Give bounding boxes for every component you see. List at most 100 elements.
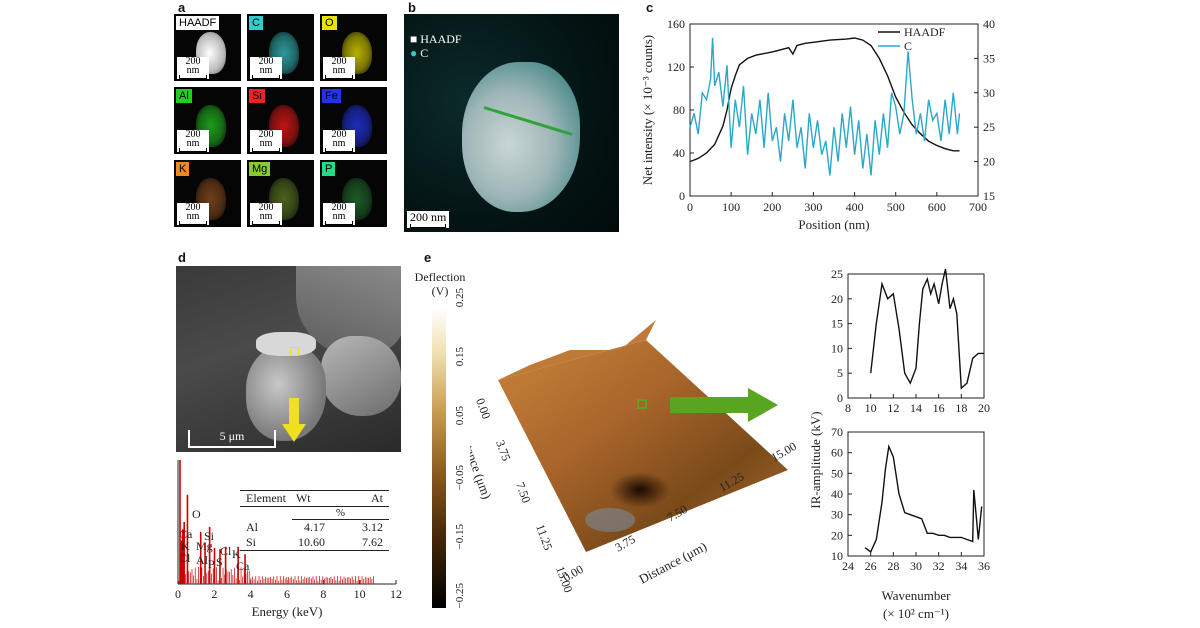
x-tick-label: 200 bbox=[763, 200, 781, 214]
panel-label-b: b bbox=[408, 0, 416, 15]
x-tick-label: 28 bbox=[887, 559, 899, 573]
element-map-scale-bar: 200 nm bbox=[323, 203, 355, 225]
x-tick-label: 0 bbox=[175, 587, 181, 601]
element-map-label: K bbox=[176, 162, 190, 176]
y-tick-label: 50 bbox=[831, 466, 843, 480]
grain-right bbox=[321, 336, 401, 416]
x-tick-label: 400 bbox=[846, 200, 864, 214]
y-tick-label: 70 bbox=[831, 425, 843, 439]
overlay-legend: ■ HAADF ● C bbox=[410, 32, 462, 60]
x-tick-label: 36 bbox=[978, 559, 990, 573]
scale-unit: nm bbox=[332, 211, 346, 222]
analysis-spot-marker bbox=[290, 347, 299, 356]
afm-shade bbox=[585, 508, 635, 532]
x-tick-label: 700 bbox=[969, 200, 987, 214]
y-right-tick-label: 25 bbox=[983, 120, 995, 134]
legend-carbon: C bbox=[420, 46, 429, 60]
x-tick-label: 20 bbox=[978, 401, 990, 415]
scale-unit: nm bbox=[332, 138, 346, 149]
y-tick-label: 30 bbox=[831, 508, 843, 522]
afm-bottom-tick: 15.00 bbox=[769, 439, 799, 465]
x-tick-label: 6 bbox=[284, 587, 290, 601]
element-map-o: O 200 nm bbox=[320, 14, 387, 81]
peak-label: O bbox=[192, 507, 201, 521]
colorbar-tick-label: 0.15 bbox=[454, 347, 466, 367]
colorbar-title: Deflection (V) bbox=[410, 270, 470, 298]
x-axis-label: Energy (keV) bbox=[252, 604, 323, 619]
afm-ir-spot-marker bbox=[637, 399, 647, 409]
table-header-at: At bbox=[370, 491, 383, 505]
y-tick-label: 5 bbox=[837, 366, 843, 380]
x-tick-label: 16 bbox=[933, 401, 945, 415]
table-row-si-at: 7.62 bbox=[361, 535, 383, 549]
y-tick-label: 60 bbox=[831, 446, 843, 460]
ir-spectrum-line bbox=[864, 443, 983, 553]
haadf-carbon-overlay-image: ■ HAADF ● C 200 nm bbox=[404, 14, 619, 232]
element-map-scale-bar: 200 nm bbox=[323, 130, 355, 152]
colorbar-tick-label: −0.15 bbox=[454, 524, 466, 550]
plot-frame bbox=[689, 23, 979, 197]
element-map-scale-bar: 200 nm bbox=[177, 57, 209, 79]
colorbar-tick-label: 0.05 bbox=[454, 406, 466, 426]
y-left-tick-label: 120 bbox=[667, 60, 685, 74]
x-tick-label: 30 bbox=[910, 559, 922, 573]
afm-ridge bbox=[498, 320, 656, 380]
y-tick-label: 40 bbox=[831, 487, 843, 501]
afm-bottom-axis-label: Distance (μm) bbox=[636, 538, 709, 586]
x-tick-label: 0 bbox=[687, 200, 693, 214]
sem-image: 5 μm bbox=[176, 266, 401, 452]
peak-label: K bbox=[181, 539, 190, 553]
y-tick-label: 20 bbox=[831, 528, 843, 542]
scale-unit: nm bbox=[332, 65, 346, 76]
table-row-al-at: 3.12 bbox=[361, 520, 383, 534]
y-tick-label: 25 bbox=[831, 267, 843, 281]
plot-frame bbox=[847, 431, 985, 557]
scale-unit: nm bbox=[259, 65, 273, 76]
element-map-c: C 200 nm bbox=[247, 14, 314, 81]
table-row-si-wt: 10.60 bbox=[297, 535, 325, 549]
ir-x-axis-label: Wavenumber bbox=[882, 588, 952, 603]
element-map-label: Mg bbox=[249, 162, 271, 176]
element-map-label: Fe bbox=[322, 89, 341, 103]
table-row-al-wt: 4.17 bbox=[303, 520, 325, 534]
ir-spectra-chart: 8 10 12 14 16 18 20 0 5 10 15 20 25 24 26 28 30 32 34 36 10 2… bbox=[808, 267, 990, 621]
element-map-haadf: HAADF 200 nm bbox=[174, 14, 241, 81]
afm-left-tick: 3.75 bbox=[493, 438, 513, 463]
scale-unit: nm bbox=[259, 211, 273, 222]
y-tick-label: 10 bbox=[831, 549, 843, 563]
scale-unit: nm bbox=[186, 65, 200, 76]
plot-frame bbox=[847, 273, 985, 399]
y-left-tick-label: 40 bbox=[673, 146, 685, 160]
y-right-tick-label: 30 bbox=[983, 86, 995, 100]
scale-value: 200 bbox=[258, 56, 274, 67]
element-map-label: P bbox=[322, 162, 336, 176]
scale-value: 200 bbox=[185, 56, 201, 67]
x-tick-label: 300 bbox=[804, 200, 822, 214]
x-tick-label: 100 bbox=[722, 200, 740, 214]
scale-bar-b-label: 200 nm bbox=[410, 210, 447, 224]
y-tick-label: 20 bbox=[831, 292, 843, 306]
x-tick-label: 8 bbox=[845, 401, 851, 415]
colorbar-title-text: Deflection bbox=[414, 270, 466, 284]
afm-left-tick: 7.50 bbox=[513, 480, 533, 505]
scale-value: 200 bbox=[185, 129, 201, 140]
ir-x-axis-unit: (× 10² cm⁻¹) bbox=[883, 606, 949, 621]
x-tick-label: 26 bbox=[865, 559, 877, 573]
x-tick-label: 32 bbox=[933, 559, 945, 573]
element-map-mg: Mg 200 nm bbox=[247, 160, 314, 227]
scale-value: 200 bbox=[258, 129, 274, 140]
legend-entry: C bbox=[904, 39, 912, 53]
x-tick-label: 12 bbox=[887, 401, 899, 415]
element-map-scale-bar: 200 nm bbox=[177, 203, 209, 225]
element-map-label: HAADF bbox=[176, 16, 220, 30]
scale-value: 200 bbox=[258, 202, 274, 213]
element-map-scale-bar: 200 nm bbox=[250, 57, 282, 79]
ir-y-axis-label: IR-amplitude (kV) bbox=[808, 411, 823, 508]
element-map-fe: Fe 200 nm bbox=[320, 87, 387, 154]
afm-left-tick: 11.25 bbox=[533, 522, 555, 552]
y-tick-label: 10 bbox=[831, 341, 843, 355]
panel-label-e: e bbox=[424, 250, 432, 265]
y-right-tick-label: 40 bbox=[983, 17, 995, 31]
